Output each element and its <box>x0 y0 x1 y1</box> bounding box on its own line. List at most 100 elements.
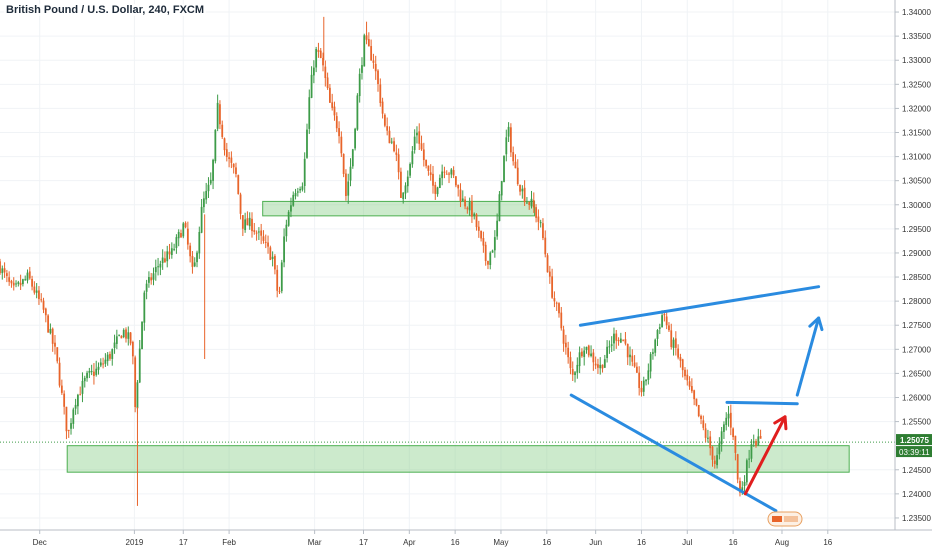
candle-body <box>615 333 618 341</box>
candle-body <box>413 136 416 151</box>
candle-body <box>729 412 732 428</box>
candle-body <box>182 223 185 237</box>
candle-body <box>33 286 36 293</box>
candle-body <box>274 255 276 270</box>
candle-body <box>35 290 38 293</box>
candle-body <box>599 364 602 369</box>
candle-body <box>748 458 751 460</box>
candle-body <box>264 241 267 243</box>
candle-body <box>0 261 1 274</box>
candle-body <box>459 189 462 202</box>
candle-body <box>475 214 478 228</box>
blue-arrow <box>795 316 821 397</box>
candle-body <box>383 114 386 126</box>
countdown-box <box>896 446 932 458</box>
current-price-label: 1.25075 03:39:11 <box>896 434 932 458</box>
candle-body <box>684 369 686 377</box>
candle-body <box>377 70 379 85</box>
candle-body <box>228 157 230 159</box>
resistance-line <box>725 400 799 406</box>
candle-body <box>8 277 11 282</box>
candle-body <box>239 194 242 214</box>
candle-body <box>125 329 127 339</box>
x-tick-label: 16 <box>637 538 646 547</box>
candle-body <box>638 372 641 389</box>
candle-body <box>569 357 572 369</box>
candle-body <box>670 330 673 348</box>
candle-body <box>578 352 581 367</box>
candle-body <box>44 308 47 316</box>
candle-body <box>175 237 178 248</box>
candle-body <box>720 431 723 445</box>
candle-body <box>106 354 109 362</box>
candle-body <box>668 325 670 331</box>
candle-body <box>750 444 753 459</box>
candle-body <box>148 277 150 283</box>
candle-body <box>134 357 137 408</box>
candle-body <box>22 279 24 285</box>
candle-body <box>642 380 645 392</box>
candle-body <box>739 480 741 493</box>
candle-body <box>170 248 173 255</box>
candle-body <box>221 124 224 137</box>
candle-body <box>592 352 595 363</box>
candle-body <box>86 372 88 379</box>
candle-body <box>168 251 171 255</box>
candle-body <box>432 173 434 186</box>
candle-body <box>523 187 526 203</box>
x-axis-ticks: Dec 2019 17 Feb Mar 17 Apr 16 May 16 Jun 16 Jul 16 Aug… <box>33 530 833 547</box>
candle-body <box>390 141 393 143</box>
candle-body <box>374 63 377 72</box>
candle-body <box>161 257 164 264</box>
candle-body <box>351 149 354 167</box>
candle-body <box>209 179 212 184</box>
candle-body <box>576 364 579 373</box>
candle-body <box>333 106 336 116</box>
candle-body <box>193 262 196 267</box>
candle-body <box>253 230 256 233</box>
candle-body <box>74 404 77 409</box>
candle-body <box>225 149 228 157</box>
candle-body <box>120 335 123 339</box>
candle-body <box>223 138 226 151</box>
candle-body <box>498 194 501 222</box>
candle-body <box>693 390 696 400</box>
candle-body <box>652 352 654 354</box>
candle-body <box>571 369 574 375</box>
candle-body <box>93 371 95 376</box>
candle-body <box>267 242 269 247</box>
candle-body <box>452 170 455 176</box>
candle-body <box>283 236 285 263</box>
candle-body <box>5 273 8 276</box>
candle-body <box>658 327 661 329</box>
candle-body <box>129 332 132 344</box>
candle-body <box>246 218 249 226</box>
candle-body <box>335 116 338 129</box>
candle-body <box>745 460 748 483</box>
candle-body <box>81 380 84 394</box>
candle-body <box>189 245 192 257</box>
candle-body <box>535 207 537 218</box>
candle-body <box>349 166 352 181</box>
candle-body <box>99 362 102 366</box>
candle-body <box>372 60 375 63</box>
candle-body <box>404 185 407 194</box>
candle-body <box>583 350 586 357</box>
candle-body <box>164 258 166 263</box>
candle-body <box>704 428 707 438</box>
candle-body <box>425 159 428 166</box>
candle-body <box>12 282 15 286</box>
candle-body <box>331 102 334 108</box>
candle-body <box>503 155 505 182</box>
candle-body <box>152 273 155 280</box>
candle-body <box>455 176 457 186</box>
y-tick-label: 1.31000 <box>902 153 931 162</box>
candle-body <box>232 163 235 168</box>
candle-body <box>150 277 153 281</box>
candle-body <box>679 357 682 361</box>
candle-body <box>473 213 476 217</box>
candle-body <box>509 127 512 153</box>
upper-channel-line <box>578 285 821 327</box>
